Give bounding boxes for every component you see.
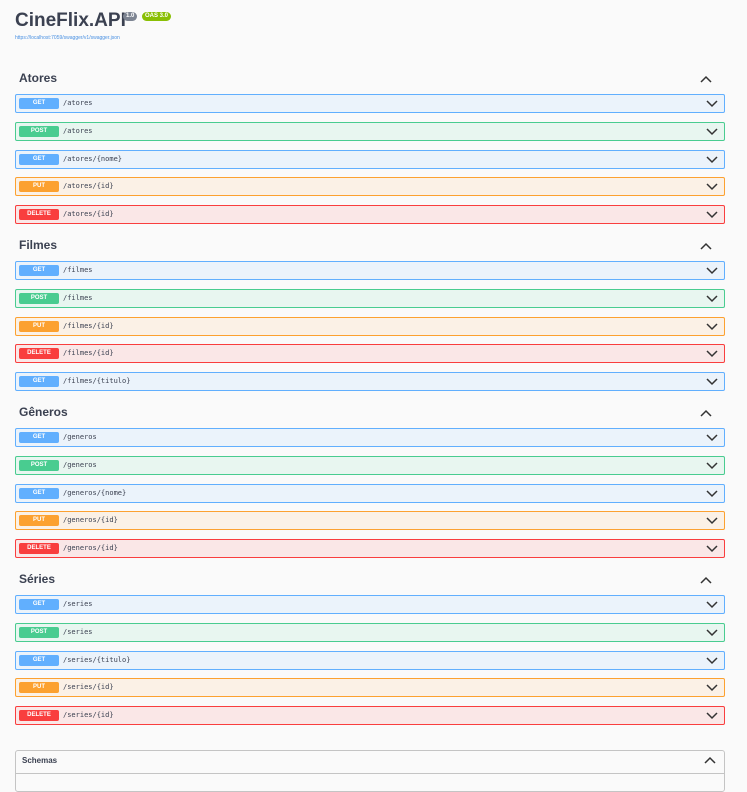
operation-path: /series (63, 600, 93, 608)
operation-row[interactable]: PUT/series/{id} (15, 678, 725, 698)
operation-path: /series (63, 627, 93, 636)
chevron (706, 183, 718, 191)
chevron (706, 100, 718, 108)
chevron (706, 295, 718, 302)
operation-path: /filmes (63, 266, 93, 274)
method-badge: PUT (19, 515, 59, 527)
method-badge: PUT (19, 320, 59, 332)
method-badge: DELETE (19, 209, 59, 220)
chevron (706, 378, 718, 386)
operation-row[interactable]: POST/series (15, 622, 725, 642)
operation-row[interactable]: DELETE/filmes/{id} (15, 344, 725, 364)
operation-path: /generos (63, 433, 97, 441)
chevron (706, 350, 718, 358)
chevron (706, 155, 718, 163)
method-badge: GET (19, 265, 59, 276)
method-badge: PUT (19, 181, 59, 193)
operation-row[interactable]: POST/filmes (15, 288, 725, 308)
operation-row[interactable]: GET/generos (15, 428, 725, 447)
section-title[interactable]: Filmes (19, 238, 58, 252)
operation-row[interactable]: GET/filmes (15, 261, 725, 280)
operation-row[interactable]: GET/series/{titulo} (15, 650, 725, 670)
chevron (706, 684, 718, 692)
method-badge: DELETE (19, 543, 59, 554)
operation-path: /filmes/{id} (63, 321, 114, 330)
chevron (706, 517, 718, 525)
section-title[interactable]: Atores (19, 71, 58, 85)
version-badge: 1.0 (123, 12, 138, 21)
oas-badge: OAS 3.0 (142, 12, 172, 21)
method-badge: DELETE (19, 348, 59, 360)
operation-row[interactable]: PUT/atores/{id} (15, 177, 725, 197)
chevron (706, 128, 718, 135)
operation-path: /generos/{id} (63, 544, 118, 552)
operation-path: /series/{id} (63, 711, 114, 719)
method-badge: POST (19, 626, 59, 638)
operation-path: /series/{id} (63, 683, 114, 692)
api-title: CineFlix.API (15, 10, 126, 31)
method-badge: POST (19, 125, 59, 137)
operation-row[interactable]: GET/generos/{nome} (15, 483, 725, 503)
method-badge: POST (19, 459, 59, 471)
chevron (706, 629, 718, 636)
chevron (706, 489, 718, 497)
operation-path: /series/{titulo} (63, 655, 131, 664)
section-title[interactable]: Séries (19, 572, 56, 586)
operation-path: /generos/{nome} (63, 488, 127, 497)
chevron (706, 267, 718, 275)
divider (16, 773, 724, 774)
chevron (704, 756, 716, 764)
operation-path: /filmes/{titulo} (63, 377, 131, 385)
chevron (700, 409, 712, 417)
schemas-panel[interactable]: Schemas (15, 750, 725, 792)
operation-row[interactable]: PUT/filmes/{id} (15, 316, 725, 336)
method-badge: GET (19, 487, 59, 499)
chevron (706, 545, 718, 553)
operation-row[interactable]: GET/atores/{nome} (15, 149, 725, 169)
method-badge: GET (19, 376, 59, 387)
chevron (700, 75, 712, 83)
chevron (706, 462, 718, 469)
operation-path: /atores/{id} (63, 210, 114, 218)
operation-path: /atores (63, 126, 93, 135)
operation-row[interactable]: PUT/generos/{id} (15, 511, 725, 531)
chevron (706, 656, 718, 664)
operation-path: /filmes (63, 293, 93, 302)
method-badge: GET (19, 153, 59, 165)
operation-path: /generos/{id} (63, 516, 118, 525)
chevron (700, 242, 712, 250)
method-badge: GET (19, 599, 59, 610)
operation-row[interactable]: GET/atores (15, 94, 725, 113)
operation-path: /generos (63, 460, 97, 469)
section-title[interactable]: Gêneros (19, 405, 68, 419)
method-badge: GET (19, 654, 59, 666)
operation-row[interactable]: GET/series (15, 595, 725, 614)
operation-row[interactable]: DELETE/generos/{id} (15, 539, 725, 558)
schemas-title: Schemas (22, 756, 58, 765)
chevron (706, 601, 718, 609)
operation-path: /atores (63, 99, 93, 107)
operation-path: /filmes/{id} (63, 349, 114, 358)
chevron (700, 576, 712, 584)
operation-row[interactable]: DELETE/series/{id} (15, 706, 725, 725)
chevron (706, 211, 718, 219)
operation-row[interactable]: DELETE/atores/{id} (15, 205, 725, 224)
operation-path: /atores/{nome} (63, 154, 123, 163)
operation-row[interactable]: POST/atores (15, 121, 725, 141)
method-badge: DELETE (19, 710, 59, 721)
method-badge: GET (19, 432, 59, 443)
chevron (706, 434, 718, 442)
method-badge: POST (19, 292, 59, 304)
operation-path: /atores/{id} (63, 182, 114, 191)
method-badge: PUT (19, 682, 59, 694)
chevron (706, 712, 718, 720)
operation-row[interactable]: POST/generos (15, 455, 725, 475)
spec-link[interactable]: https://localhost:7059/swagger/v1/swagge… (15, 35, 120, 41)
operation-row[interactable]: GET/filmes/{titulo} (15, 372, 725, 391)
method-badge: GET (19, 98, 59, 109)
chevron (706, 322, 718, 330)
